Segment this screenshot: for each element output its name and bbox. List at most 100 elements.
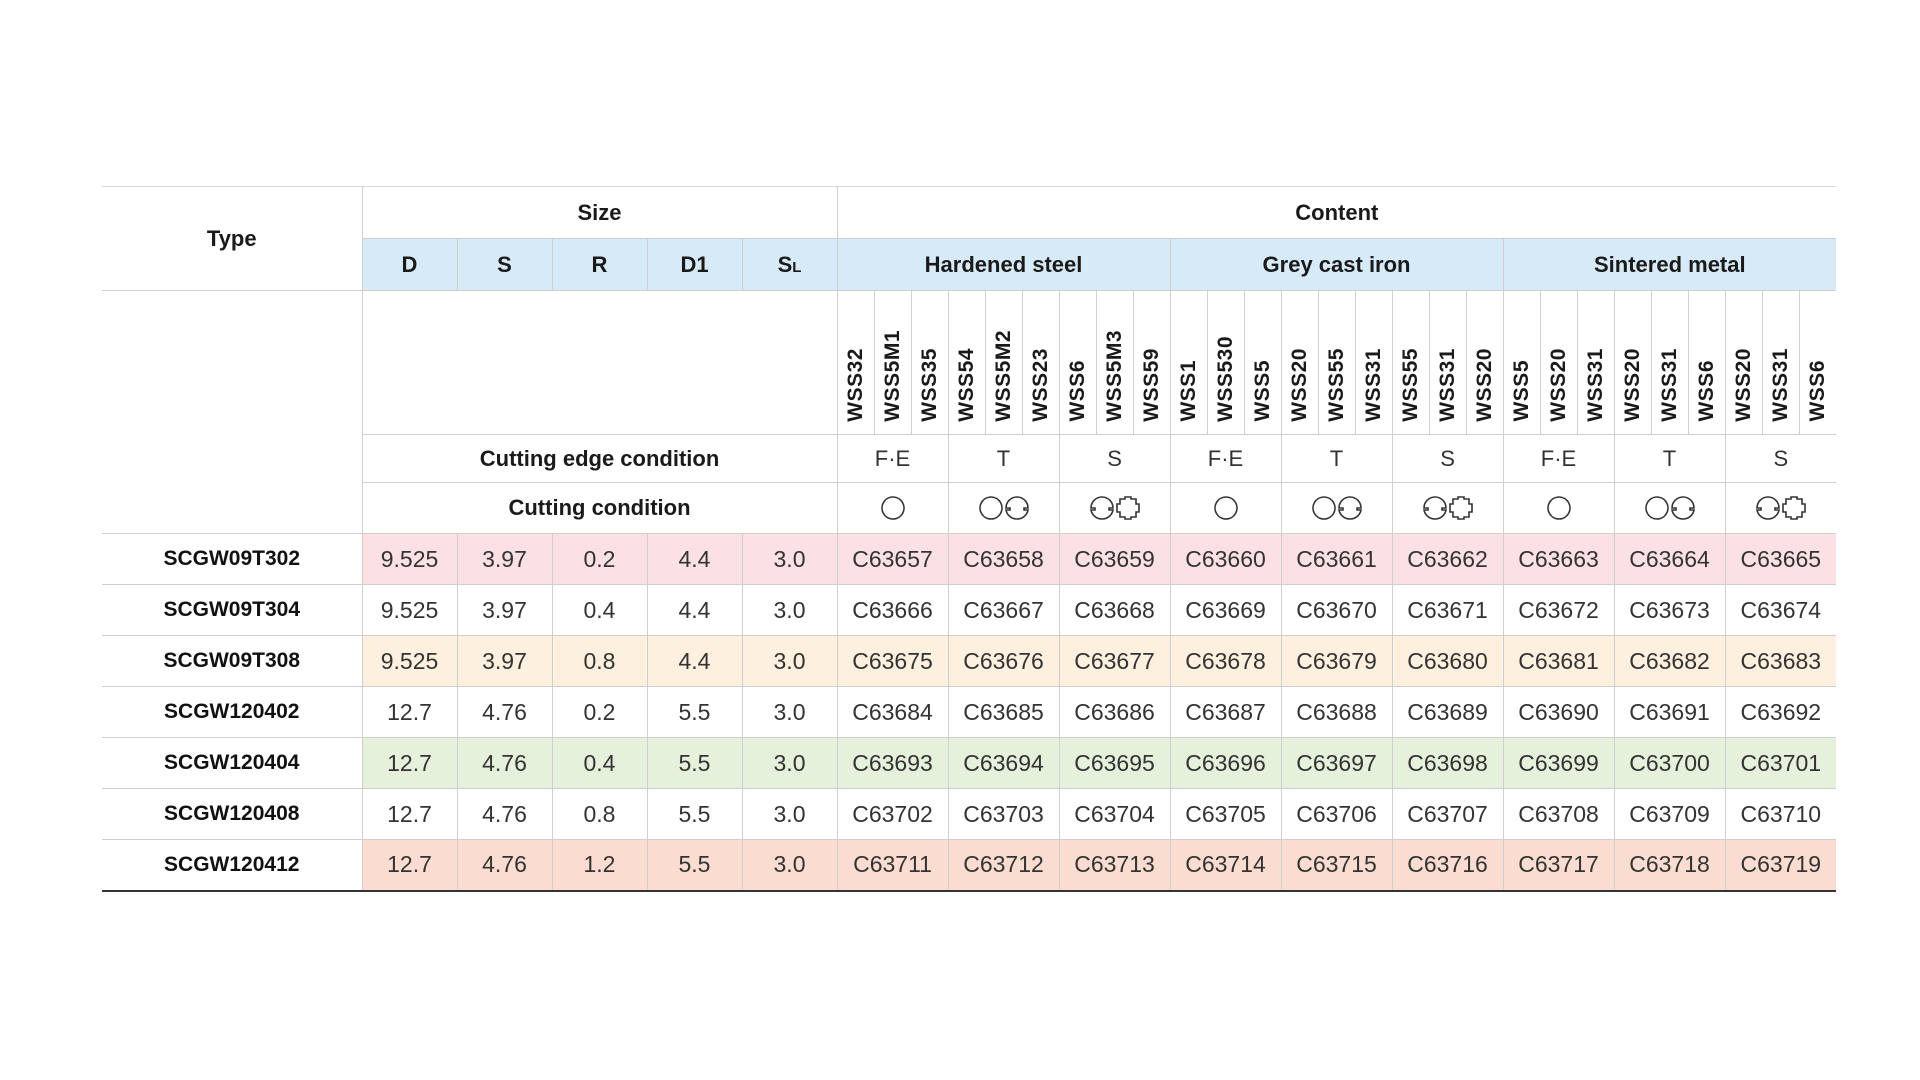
- size-cell: 0.4: [551, 584, 648, 636]
- grade-code: WSS20: [1287, 348, 1311, 422]
- circle-icon: [880, 496, 905, 520]
- size-cell: 3.0: [741, 839, 838, 892]
- circle-icon: [1644, 496, 1669, 520]
- grade-code-cell: WSS5M2: [984, 290, 1023, 435]
- grade-code-cell: WSS5: [1243, 290, 1282, 435]
- grade-code-cell: WSS31: [1650, 290, 1689, 435]
- order-code-cell: C63676: [947, 635, 1060, 687]
- cutting-condition-cell: [1058, 482, 1171, 534]
- size-cell: 4.76: [456, 737, 553, 789]
- material-group-0: Hardened steel: [836, 238, 1171, 291]
- size-cell: 4.76: [456, 686, 553, 738]
- type-cell: SCGW09T308: [102, 635, 363, 687]
- order-code-cell: C63658: [947, 533, 1060, 585]
- grade-code: WSS31: [1657, 348, 1681, 422]
- order-code-cell: C63696: [1169, 737, 1282, 789]
- size-cell: 9.525: [361, 533, 458, 585]
- order-code-cell: C63718: [1613, 839, 1726, 892]
- cutting-edge-value: F·E: [836, 434, 949, 483]
- grade-code: WSS530: [1213, 336, 1237, 422]
- grade-code: WSS31: [1435, 348, 1459, 422]
- grade-code: WSS31: [1361, 348, 1385, 422]
- order-code-cell: C63667: [947, 584, 1060, 636]
- order-code-cell: C63707: [1391, 788, 1504, 840]
- size-cell: 3.0: [741, 737, 838, 789]
- order-code-cell: C63668: [1058, 584, 1171, 636]
- material-group-2: Sintered metal: [1502, 238, 1837, 291]
- order-code-cell: C63675: [836, 635, 949, 687]
- size-cell: 0.4: [551, 737, 648, 789]
- grade-code-cell: WSS20: [1724, 290, 1763, 435]
- grade-code: WSS55: [1324, 348, 1348, 422]
- order-code-cell: C63719: [1724, 839, 1837, 892]
- size-cell: 5.5: [646, 839, 743, 892]
- header-row-grades: WSS32 WSS5M1 WSS35 WSS54 WSS5M2 WSS23 WSS6 WSS5…: [102, 290, 1837, 534]
- order-code-cell: C63671: [1391, 584, 1504, 636]
- grade-code: WSS31: [1768, 348, 1792, 422]
- order-code-cell: C63681: [1502, 635, 1615, 687]
- order-code-cell: C63691: [1613, 686, 1726, 738]
- size-col-header-0: D: [362, 238, 458, 291]
- table-row: SCGW09T302 9.525 3.97 0.2 4.4 3.0 C63657 C63658…: [102, 533, 1837, 585]
- size-col-header-3: D1: [646, 238, 743, 291]
- type-header: Type: [102, 186, 363, 291]
- order-code-cell: C63712: [947, 839, 1060, 892]
- size-cell: 3.0: [741, 635, 838, 687]
- grade-code-cell: WSS1: [1169, 290, 1208, 435]
- size-cell: 9.525: [361, 635, 458, 687]
- type-cell: SCGW120404: [102, 737, 363, 789]
- grade-code-cell: WSS31: [1576, 290, 1615, 435]
- size-cell: 3.97: [456, 533, 553, 585]
- type-cell: SCGW120412: [102, 839, 363, 892]
- order-code-cell: C63715: [1280, 839, 1393, 892]
- order-code-cell: C63699: [1502, 737, 1615, 789]
- order-code-cell: C63695: [1058, 737, 1171, 789]
- size-cell: 0.2: [551, 533, 648, 585]
- size-cell: 4.76: [456, 788, 553, 840]
- order-code-cell: C63670: [1280, 584, 1393, 636]
- order-code-cell: C63708: [1502, 788, 1615, 840]
- size-col-main: R: [591, 251, 608, 277]
- order-code-cell: C63694: [947, 737, 1060, 789]
- grade-code-cell: WSS20: [1613, 290, 1652, 435]
- table-row: SCGW120402 12.7 4.76 0.2 5.5 3.0 C63684 C63685 C…: [102, 686, 1837, 738]
- order-code-cell: C63714: [1169, 839, 1282, 892]
- grade-code-cell: WSS20: [1465, 290, 1504, 435]
- cutting-condition-cell: [947, 482, 1060, 534]
- order-code-cell: C63716: [1391, 839, 1504, 892]
- size-col-main: S: [497, 251, 512, 277]
- grade-code-cell: WSS55: [1317, 290, 1356, 435]
- grade-code-cell: WSS31: [1354, 290, 1393, 435]
- cutting-edge-value: S: [1058, 434, 1171, 483]
- size-col-main: S: [777, 251, 793, 277]
- grade-code: WSS54: [954, 348, 978, 422]
- table-row: SCGW09T308 9.525 3.97 0.8 4.4 3.0 C63675 C63676…: [102, 635, 1837, 687]
- size-col-header-1: S: [456, 238, 553, 291]
- grade-code-cell: WSS6: [1687, 290, 1726, 435]
- cutting-edge-label: Cutting edge condition: [362, 434, 838, 483]
- order-code-cell: C63685: [947, 686, 1060, 738]
- size-cell: 12.7: [361, 839, 458, 892]
- grade-code: WSS5M2: [991, 330, 1015, 422]
- size-cell: 12.7: [361, 686, 458, 738]
- grade-code: WSS23: [1028, 348, 1052, 422]
- order-code-cell: C63684: [836, 686, 949, 738]
- order-code-cell: C63672: [1502, 584, 1615, 636]
- order-code-cell: C63692: [1724, 686, 1837, 738]
- size-cell: 0.8: [551, 635, 648, 687]
- size-col-header-2: R: [551, 238, 648, 291]
- order-code-cell: C63698: [1391, 737, 1504, 789]
- grade-code-cell: WSS31: [1761, 290, 1800, 435]
- cutting-edge-value: T: [947, 434, 1060, 483]
- order-code-cell: C63704: [1058, 788, 1171, 840]
- grade-code: WSS31: [1583, 348, 1607, 422]
- order-code-cell: C63710: [1724, 788, 1837, 840]
- order-code-cell: C63700: [1613, 737, 1726, 789]
- grade-code-cell: WSS23: [1021, 290, 1060, 435]
- size-header: Size: [361, 186, 838, 239]
- order-code-cell: C63697: [1280, 737, 1393, 789]
- order-code-cell: C63673: [1613, 584, 1726, 636]
- size-cell: 5.5: [646, 737, 743, 789]
- size-cell: 4.4: [646, 584, 743, 636]
- type-cell: SCGW120408: [102, 788, 363, 840]
